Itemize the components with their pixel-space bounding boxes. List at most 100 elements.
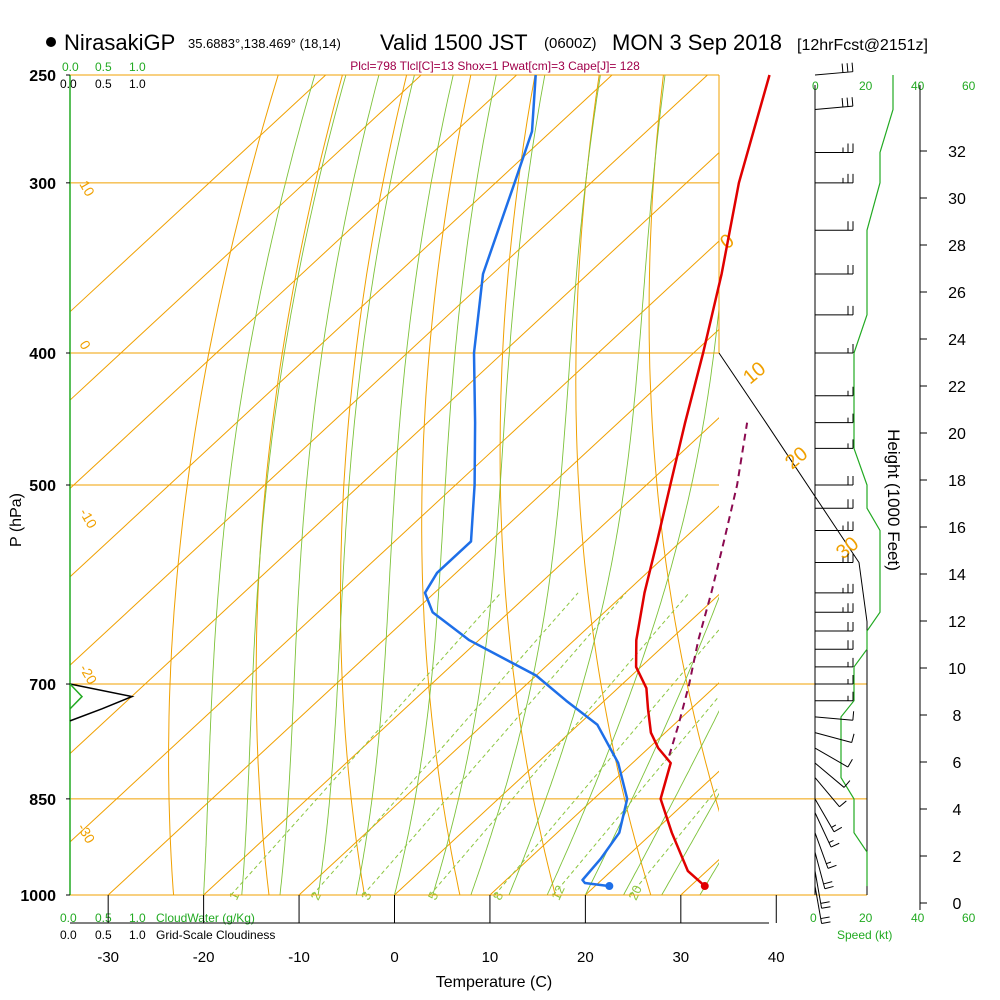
wind-top-green-60: 60 — [962, 79, 976, 93]
surface-temperature-point — [700, 882, 709, 891]
cloudwater-label: CloudWater (g/Kg) — [156, 911, 255, 925]
pressure-tick-label: 1000 — [20, 888, 56, 905]
station-name: NirasakiGP — [64, 30, 175, 55]
height-tick-label: 16 — [948, 520, 966, 537]
wind-barb-feather — [852, 711, 855, 721]
height-tick-label: 18 — [948, 473, 966, 490]
pressure-tick-label: 300 — [29, 176, 56, 193]
dry-adiabat-line — [168, 75, 279, 895]
temperature-tick-label: -20 — [193, 949, 215, 966]
wind-barb-shaft — [814, 777, 840, 808]
moist-adiabat-line — [661, 792, 719, 895]
pressure-tick-label: 850 — [29, 792, 56, 809]
mixing-ratio-line — [362, 592, 627, 895]
cloudwater-profile — [69, 683, 84, 710]
mixing-ratio-label: 12 — [548, 883, 568, 902]
wind-barb-feather — [851, 62, 854, 72]
top-black-scale-0: 0.0 — [60, 77, 77, 91]
top-green-scale-0: 0.0 — [62, 60, 79, 74]
moist-adiabat-line — [470, 75, 601, 895]
wind-barb-shaft — [814, 832, 829, 869]
height-tick-label: 24 — [948, 332, 966, 349]
isotherm-line — [298, 505, 719, 895]
wind-barb-feather — [820, 901, 830, 904]
dry-adiabat-line — [855, 75, 1000, 895]
adiabat-label: 10 — [739, 358, 770, 389]
bottom-green-scale-2: 1.0 — [129, 911, 146, 925]
wind-barb-feather — [841, 63, 844, 73]
mixing-ratio-line — [552, 695, 719, 895]
height-tick-label: 4 — [953, 802, 962, 819]
wind-barb-feather — [833, 826, 843, 833]
wind-barb-feather — [847, 758, 853, 768]
wind-barb-feather — [846, 97, 849, 107]
moist-adiabat-line — [241, 75, 347, 895]
wind-barb-shaft — [814, 71, 853, 76]
wind-barb-shaft — [814, 747, 849, 768]
adiabat-label: 20 — [781, 443, 812, 474]
wind-top-green-20: 20 — [859, 79, 873, 93]
moist-adiabat-line — [546, 304, 719, 895]
wind-barb-half-feather — [826, 861, 832, 865]
mixing-ratio-label: 5 — [425, 889, 442, 902]
isotherm-side-label: 10 — [76, 178, 98, 200]
temperature-tick-label: -10 — [288, 949, 310, 966]
top-green-scale-1: 0.5 — [95, 60, 112, 74]
temperature-tick-label: 40 — [768, 949, 785, 966]
mixing-ratio-label: 1 — [226, 889, 243, 902]
temperature-tick-label: 0 — [390, 949, 398, 966]
wind-barb-feather — [823, 881, 833, 885]
wind-barb-feather — [827, 864, 837, 869]
plot-clip-group — [70, 75, 1000, 895]
wind-speed-profile — [840, 75, 894, 887]
bottom-black-scale-2: 1.0 — [129, 928, 146, 942]
wind-barb-shaft — [814, 812, 832, 848]
height-tick-label: 32 — [948, 144, 966, 161]
temperature-tick-label: -30 — [97, 949, 119, 966]
wind-barb-shaft — [814, 851, 826, 889]
moist-adiabat-line — [317, 75, 415, 895]
wind-barb-shaft — [814, 762, 845, 788]
height-tick-label: 0 — [953, 896, 962, 913]
height-tick-label: 8 — [953, 708, 962, 725]
valid-time: Valid 1500 JST — [380, 30, 528, 55]
top-black-scale-2: 1.0 — [129, 77, 146, 91]
wind-barb-feather — [824, 885, 834, 890]
wind-barb-half-feather — [828, 839, 834, 843]
temperature-line — [634, 74, 771, 888]
moist-adiabat-line — [279, 75, 380, 895]
dry-adiabat-line — [255, 75, 343, 895]
wind-barb-feather — [846, 63, 849, 73]
height-tick-label: 6 — [953, 755, 962, 772]
dry-adiabat-line — [421, 75, 472, 895]
wind-bottom-green-40: 40 — [911, 911, 925, 925]
isotherm-side-label: -20 — [76, 662, 100, 688]
wind-barb-feather — [843, 780, 851, 788]
mixing-ratio-line — [230, 592, 502, 895]
dry-adiabat-line — [984, 75, 1000, 895]
isotherm-side-label: 0 — [76, 338, 94, 353]
isotherm-line — [394, 593, 719, 895]
valid-utc: (0600Z) — [544, 35, 597, 52]
mixing-ratio-line — [494, 628, 719, 895]
mixing-ratio-line — [429, 592, 690, 895]
wind-barb-feather — [820, 916, 830, 920]
isotherm-line — [70, 75, 327, 313]
height-tick-label: 10 — [948, 661, 966, 678]
x-axis-title: Temperature (C) — [436, 974, 552, 991]
wind-barb-feather — [839, 800, 847, 808]
wind-barb-feather — [821, 921, 831, 924]
speed-label: Speed (kt) — [837, 928, 892, 942]
moist-adiabat-line — [203, 75, 316, 895]
top-black-scale-1: 0.5 — [95, 77, 112, 91]
bottom-black-scale-1: 0.5 — [95, 928, 112, 942]
mixing-ratio-line — [630, 786, 719, 895]
temperature-tick-label: 10 — [482, 949, 499, 966]
temperature-tick-label: 30 — [672, 949, 689, 966]
dry-adiabat-line — [648, 75, 719, 813]
bottom-green-scale-0: 0.0 — [60, 911, 77, 925]
cloudiness-label: Grid-Scale Cloudiness — [156, 928, 275, 942]
